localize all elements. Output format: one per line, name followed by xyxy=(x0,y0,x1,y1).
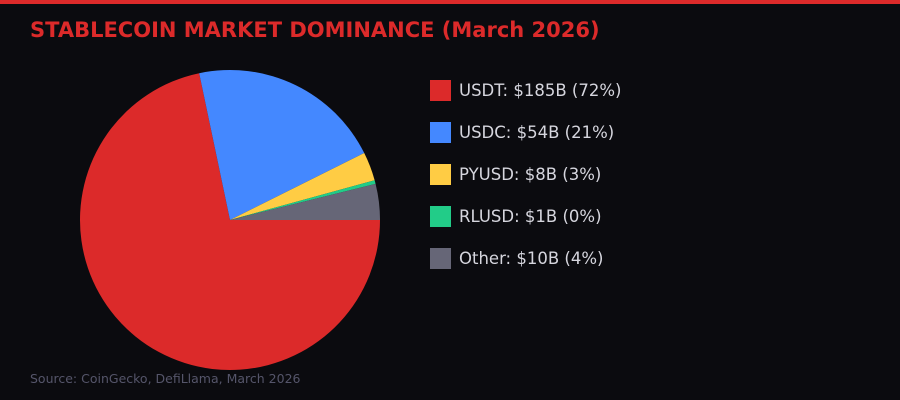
chart-title: STABLECOIN MARKET DOMINANCE (March 2026) xyxy=(30,18,600,42)
legend-item-usdt: USDT: $185B (72%) xyxy=(430,79,622,101)
pie-slice-usdt xyxy=(79,73,380,371)
legend-label: USDT: $185B (72%) xyxy=(459,80,622,100)
legend-swatch xyxy=(430,121,451,143)
top-accent-bar xyxy=(0,0,900,4)
legend-label: Other: $10B (4%) xyxy=(459,248,604,268)
legend-item-other: Other: $10B (4%) xyxy=(430,247,621,269)
legend-item-rlusd: RLUSD: $1B (0%) xyxy=(430,205,621,227)
pie-slice-pyusd xyxy=(230,153,375,220)
pie-slice-usdc xyxy=(199,70,365,220)
pie-slice-rlusd xyxy=(230,180,376,220)
legend-label: PYUSD: $8B (3%) xyxy=(459,164,602,184)
legend-item-usdc: USDC: $54B (21%) xyxy=(430,121,621,143)
legend-item-pyusd: PYUSD: $8B (3%) xyxy=(430,163,621,185)
legend-swatch xyxy=(430,79,451,101)
legend-swatch xyxy=(430,247,451,269)
legend: USDT: $185B (72%) USDC: $54B (21%) PYUSD: … xyxy=(430,79,622,290)
pie-slice-other xyxy=(230,183,380,220)
source-note: Source: CoinGecko, DefiLlama, March 2026 xyxy=(30,371,301,386)
legend-swatch xyxy=(430,205,451,227)
legend-label: RLUSD: $1B (0%) xyxy=(459,206,602,226)
legend-swatch xyxy=(430,163,451,185)
legend-label: USDC: $54B (21%) xyxy=(459,122,615,142)
